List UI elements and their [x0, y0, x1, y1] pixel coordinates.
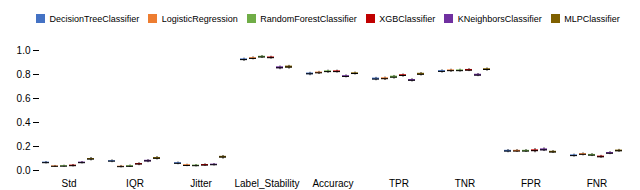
html-text:LogisticRegression: LogisticRegression — [161, 13, 238, 24]
svg-text:TNR: TNR — [455, 177, 476, 188]
html-text:XGBClassifier: XGBClassifier — [379, 13, 436, 24]
html-text:DecisionTreeClassifier: DecisionTreeClassifier — [49, 13, 140, 24]
svg-text:0.8: 0.8 — [17, 68, 31, 79]
svg-text:0.6: 0.6 — [17, 92, 31, 103]
svg-text:TPR: TPR — [389, 177, 409, 188]
html-text:MLPClassifier: MLPClassifier — [564, 13, 620, 24]
svg-text:Accuracy: Accuracy — [312, 177, 353, 188]
svg-text:Jitter: Jitter — [190, 177, 212, 188]
svg-text:0.0: 0.0 — [17, 164, 31, 175]
svg-text:Label_Stability: Label_Stability — [234, 177, 299, 188]
svg-text:Std: Std — [61, 177, 76, 188]
html-text:RandomForestClassifier: RandomForestClassifier — [260, 13, 357, 24]
svg-text:FNR: FNR — [587, 177, 608, 188]
svg-text:0.4: 0.4 — [17, 116, 31, 127]
svg-text:0.2: 0.2 — [17, 140, 31, 151]
svg-text:1.0: 1.0 — [17, 44, 31, 55]
svg-text:FPR: FPR — [521, 177, 541, 188]
html-text:KNeighborsClassifier: KNeighborsClassifier — [457, 13, 542, 24]
svg-text:IQR: IQR — [126, 177, 144, 188]
